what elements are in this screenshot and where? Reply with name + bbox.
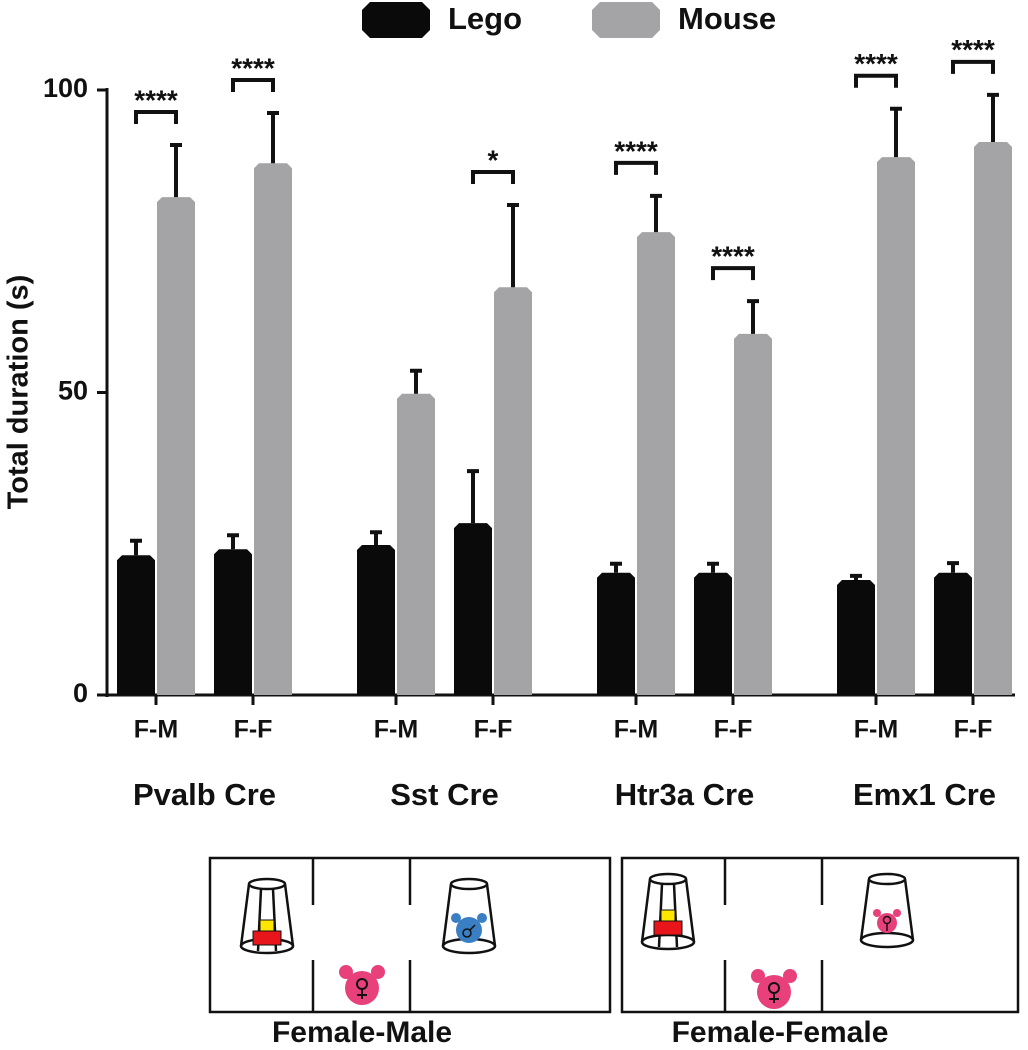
significance-label: **** [711, 241, 755, 272]
error-bar [370, 530, 382, 545]
x-tick-label: F-F [714, 716, 753, 744]
bar [254, 163, 292, 695]
significance-bracket [951, 59, 995, 74]
bar [837, 580, 875, 695]
significance-bracket [854, 73, 898, 88]
group-label: Sst Cre [390, 777, 499, 812]
bar [637, 232, 675, 696]
significance-bracket [711, 266, 755, 281]
significance-bracket [614, 160, 658, 175]
y-tick-label: 50 [58, 376, 88, 406]
significance-label: **** [231, 52, 275, 83]
error-bar [267, 110, 279, 164]
x-tick-label: F-F [474, 716, 513, 744]
bar [597, 572, 635, 695]
y-axis-label: Total duration (s) [3, 275, 35, 510]
bar [494, 287, 532, 695]
group-label: Htr3a Cre [615, 777, 755, 812]
significance-bracket [471, 169, 515, 184]
significance-bracket [231, 77, 275, 92]
significance-label: **** [134, 84, 178, 115]
error-bar [467, 469, 479, 524]
legend-swatch [362, 2, 430, 38]
error-bar [410, 368, 422, 394]
x-tick-label: F-M [614, 716, 658, 744]
bar [397, 393, 435, 695]
error-bar [707, 561, 719, 573]
bar [157, 197, 195, 695]
bar [454, 523, 492, 695]
significance-label: * [488, 144, 499, 175]
error-bar [650, 193, 662, 233]
x-tick-label: F-M [374, 716, 418, 744]
x-tick-label: F-F [234, 716, 273, 744]
bar [974, 142, 1012, 695]
diagram-label: Female-Male [272, 1016, 452, 1049]
group-label: Emx1 Cre [853, 777, 996, 812]
error-bar [610, 561, 622, 573]
error-bar [747, 299, 759, 334]
bar [214, 549, 252, 695]
error-bar [170, 143, 182, 198]
diagram-label: Female-Female [672, 1016, 889, 1049]
bar [734, 333, 772, 695]
x-tick-label: F-M [134, 716, 178, 744]
bar [694, 572, 732, 695]
significance-label: **** [854, 48, 898, 79]
significance-label: **** [951, 34, 995, 65]
error-bar [890, 106, 902, 158]
arena-diagram [208, 856, 612, 1014]
error-bar [507, 202, 519, 288]
bar [357, 544, 395, 695]
legend-swatch [592, 2, 660, 38]
bar [934, 572, 972, 695]
x-tick-label: F-M [854, 716, 898, 744]
error-bar [947, 561, 959, 573]
significance-bracket [134, 110, 178, 125]
error-bar [130, 538, 142, 556]
legend-label: Mouse [678, 1, 776, 36]
group-label: Pvalb Cre [133, 777, 276, 812]
legend-label: Lego [448, 1, 522, 36]
error-bar [987, 92, 999, 143]
y-tick-label: 100 [43, 73, 88, 103]
bar [117, 555, 155, 695]
bar [877, 157, 915, 695]
significance-label: **** [614, 135, 658, 166]
y-tick-label: 0 [73, 678, 88, 708]
arena-diagram [620, 856, 1020, 1014]
error-bar [227, 533, 239, 550]
x-tick-label: F-F [954, 716, 993, 744]
error-bar [850, 573, 862, 581]
